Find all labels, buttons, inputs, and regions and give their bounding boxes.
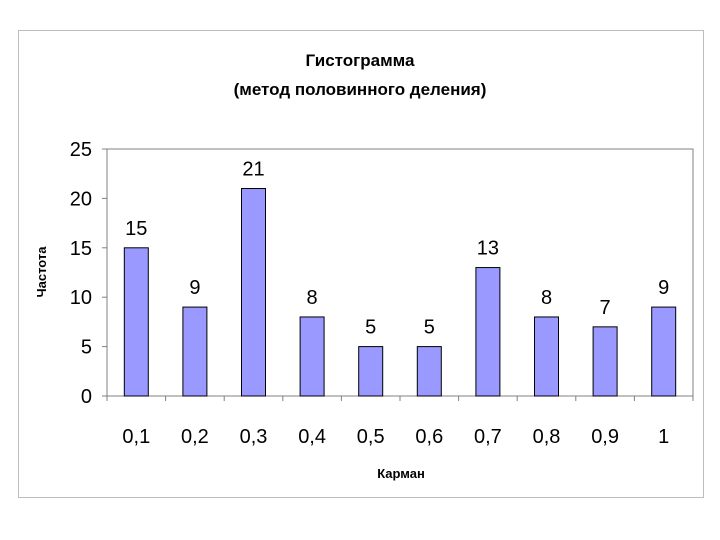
y-tick-label: 25 <box>70 139 92 161</box>
bar <box>651 306 677 397</box>
data-label: 15 <box>125 218 147 240</box>
y-tick-label: 15 <box>70 238 92 260</box>
x-axis-title: Карман <box>377 466 425 481</box>
chart-title: Гистограмма <box>306 51 415 70</box>
bar <box>299 316 325 397</box>
x-tick-label: 0,3 <box>240 426 268 448</box>
y-tick-label: 5 <box>81 337 92 359</box>
x-tick-label: 0,7 <box>474 426 502 448</box>
x-tick-label: 0,5 <box>357 426 385 448</box>
bar <box>182 306 208 397</box>
y-tick-label: 20 <box>70 188 92 210</box>
x-axis-ticks: 0,1 0,2 0,3 0,4 0,5 0,6 0,7 0,8 0,9 1 <box>106 396 694 448</box>
y-tick-label: 10 <box>70 287 92 309</box>
data-label: 13 <box>477 238 499 260</box>
data-label: 5 <box>365 317 376 339</box>
chart-subtitle: (метод половинного деления) <box>234 80 487 99</box>
data-label: 21 <box>242 159 264 181</box>
data-labels-group: 15 9 21 8 5 5 13 8 7 9 <box>125 159 669 339</box>
x-tick-label: 0,4 <box>298 426 326 448</box>
bar <box>241 188 266 397</box>
x-tick-label: 0,8 <box>533 426 561 448</box>
y-tick-label: 0 <box>81 386 92 408</box>
x-tick-label: 0,2 <box>181 426 209 448</box>
data-label: 5 <box>424 317 435 339</box>
data-label: 7 <box>600 297 611 319</box>
bars-group <box>123 188 677 397</box>
data-label: 9 <box>189 277 200 299</box>
bar <box>534 316 559 397</box>
x-tick-label: 0,1 <box>122 426 150 448</box>
y-axis-title: Частота <box>34 246 49 298</box>
x-tick-label: 0,6 <box>415 426 443 448</box>
bar <box>475 267 501 397</box>
data-label: 9 <box>658 277 669 299</box>
data-label: 8 <box>307 287 318 309</box>
bar <box>592 326 618 397</box>
x-tick-label: 0,9 <box>591 426 619 448</box>
bar <box>123 247 149 397</box>
data-label: 8 <box>541 287 552 309</box>
bar <box>358 346 384 397</box>
bar <box>416 346 442 397</box>
x-tick-label: 1 <box>658 426 669 448</box>
y-axis-ticks: 0 5 10 15 20 25 <box>70 139 107 408</box>
